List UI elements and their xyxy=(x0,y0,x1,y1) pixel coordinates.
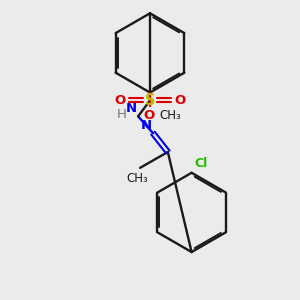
Text: N: N xyxy=(141,119,152,132)
Text: O: O xyxy=(174,94,185,107)
Text: N: N xyxy=(126,102,137,115)
Text: H: H xyxy=(116,108,126,121)
Text: CH₃: CH₃ xyxy=(126,172,148,185)
Text: Cl: Cl xyxy=(195,157,208,170)
Text: O: O xyxy=(115,94,126,107)
Text: CH₃: CH₃ xyxy=(159,110,181,122)
Text: S: S xyxy=(145,93,155,108)
Text: O: O xyxy=(143,110,155,122)
